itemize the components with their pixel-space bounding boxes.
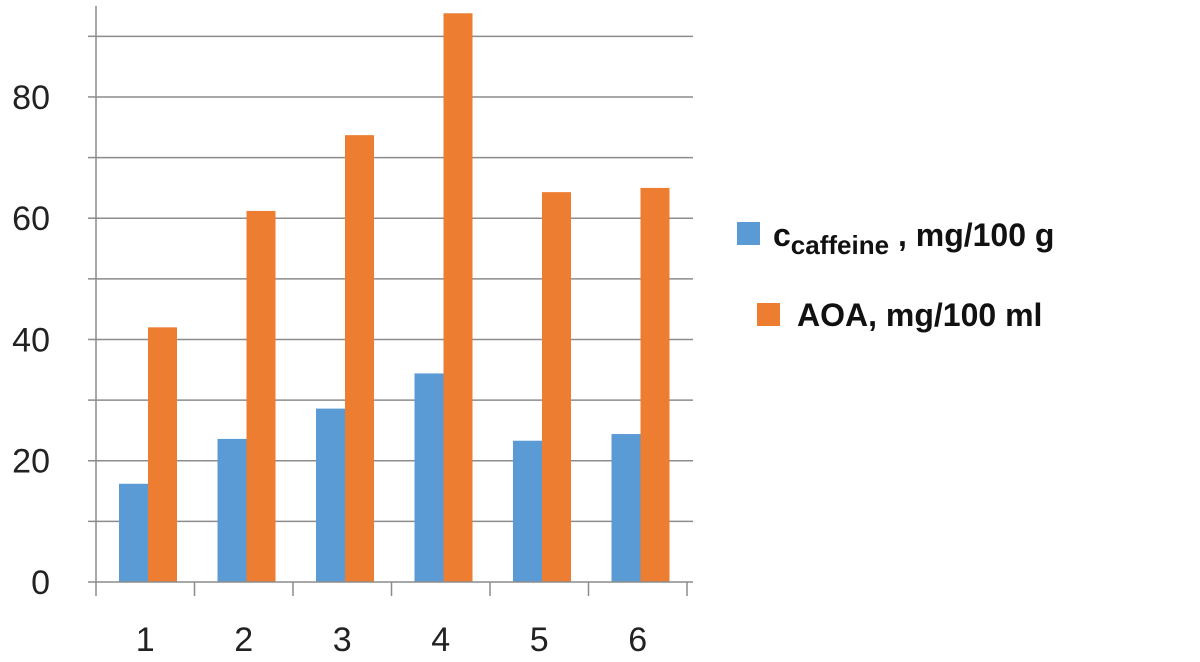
axes [88,6,693,596]
bar-caffeine-6 [611,434,641,582]
bar-aoa-3 [345,135,374,582]
x-tick-label-4: 4 [431,621,450,659]
y-tick-label-40: 40 [12,321,50,359]
legend-label-caffeine: ccaffeine , mg/100 g [773,217,1054,260]
x-tick-label-3: 3 [333,621,352,659]
bar-aoa-1 [148,327,177,582]
bar-caffeine-3 [316,408,345,582]
legend-label-caffeine-units: , mg/100 g [889,217,1054,253]
legend-label-caffeine-subscript: caffeine [791,230,889,260]
legend: ccaffeine , mg/100 g AOA, mg/100 ml [737,217,1054,333]
bar-aoa-5 [542,192,571,582]
bar-aoa-2 [246,210,276,582]
bar-caffeine-1 [119,483,148,582]
y-tick-label-60: 60 [12,200,50,238]
x-tick-label-1: 1 [136,621,155,659]
bar-caffeine-4 [414,373,444,582]
x-tick-labels: 1 2 3 4 5 6 [136,621,647,659]
x-tick-label-5: 5 [530,621,549,659]
y-tick-label-80: 80 [12,79,50,117]
legend-swatch-caffeine [737,222,760,245]
bar-aoa-6 [640,187,670,583]
legend-label-aoa: AOA, mg/100 ml [797,297,1042,333]
bar-caffeine-2 [217,438,247,582]
y-tick-label-20: 20 [12,443,50,481]
y-tick-labels: 0 20 40 60 80 [12,79,50,602]
x-tick-label-6: 6 [628,621,647,659]
gridlines [96,35,693,523]
bar-aoa-4 [443,13,473,582]
legend-swatch-aoa [757,303,780,326]
bars [119,13,670,583]
x-tick-label-2: 2 [234,621,253,659]
legend-label-caffeine-main: c [773,217,791,253]
bar-caffeine-5 [513,440,542,582]
y-tick-label-0: 0 [31,564,50,602]
